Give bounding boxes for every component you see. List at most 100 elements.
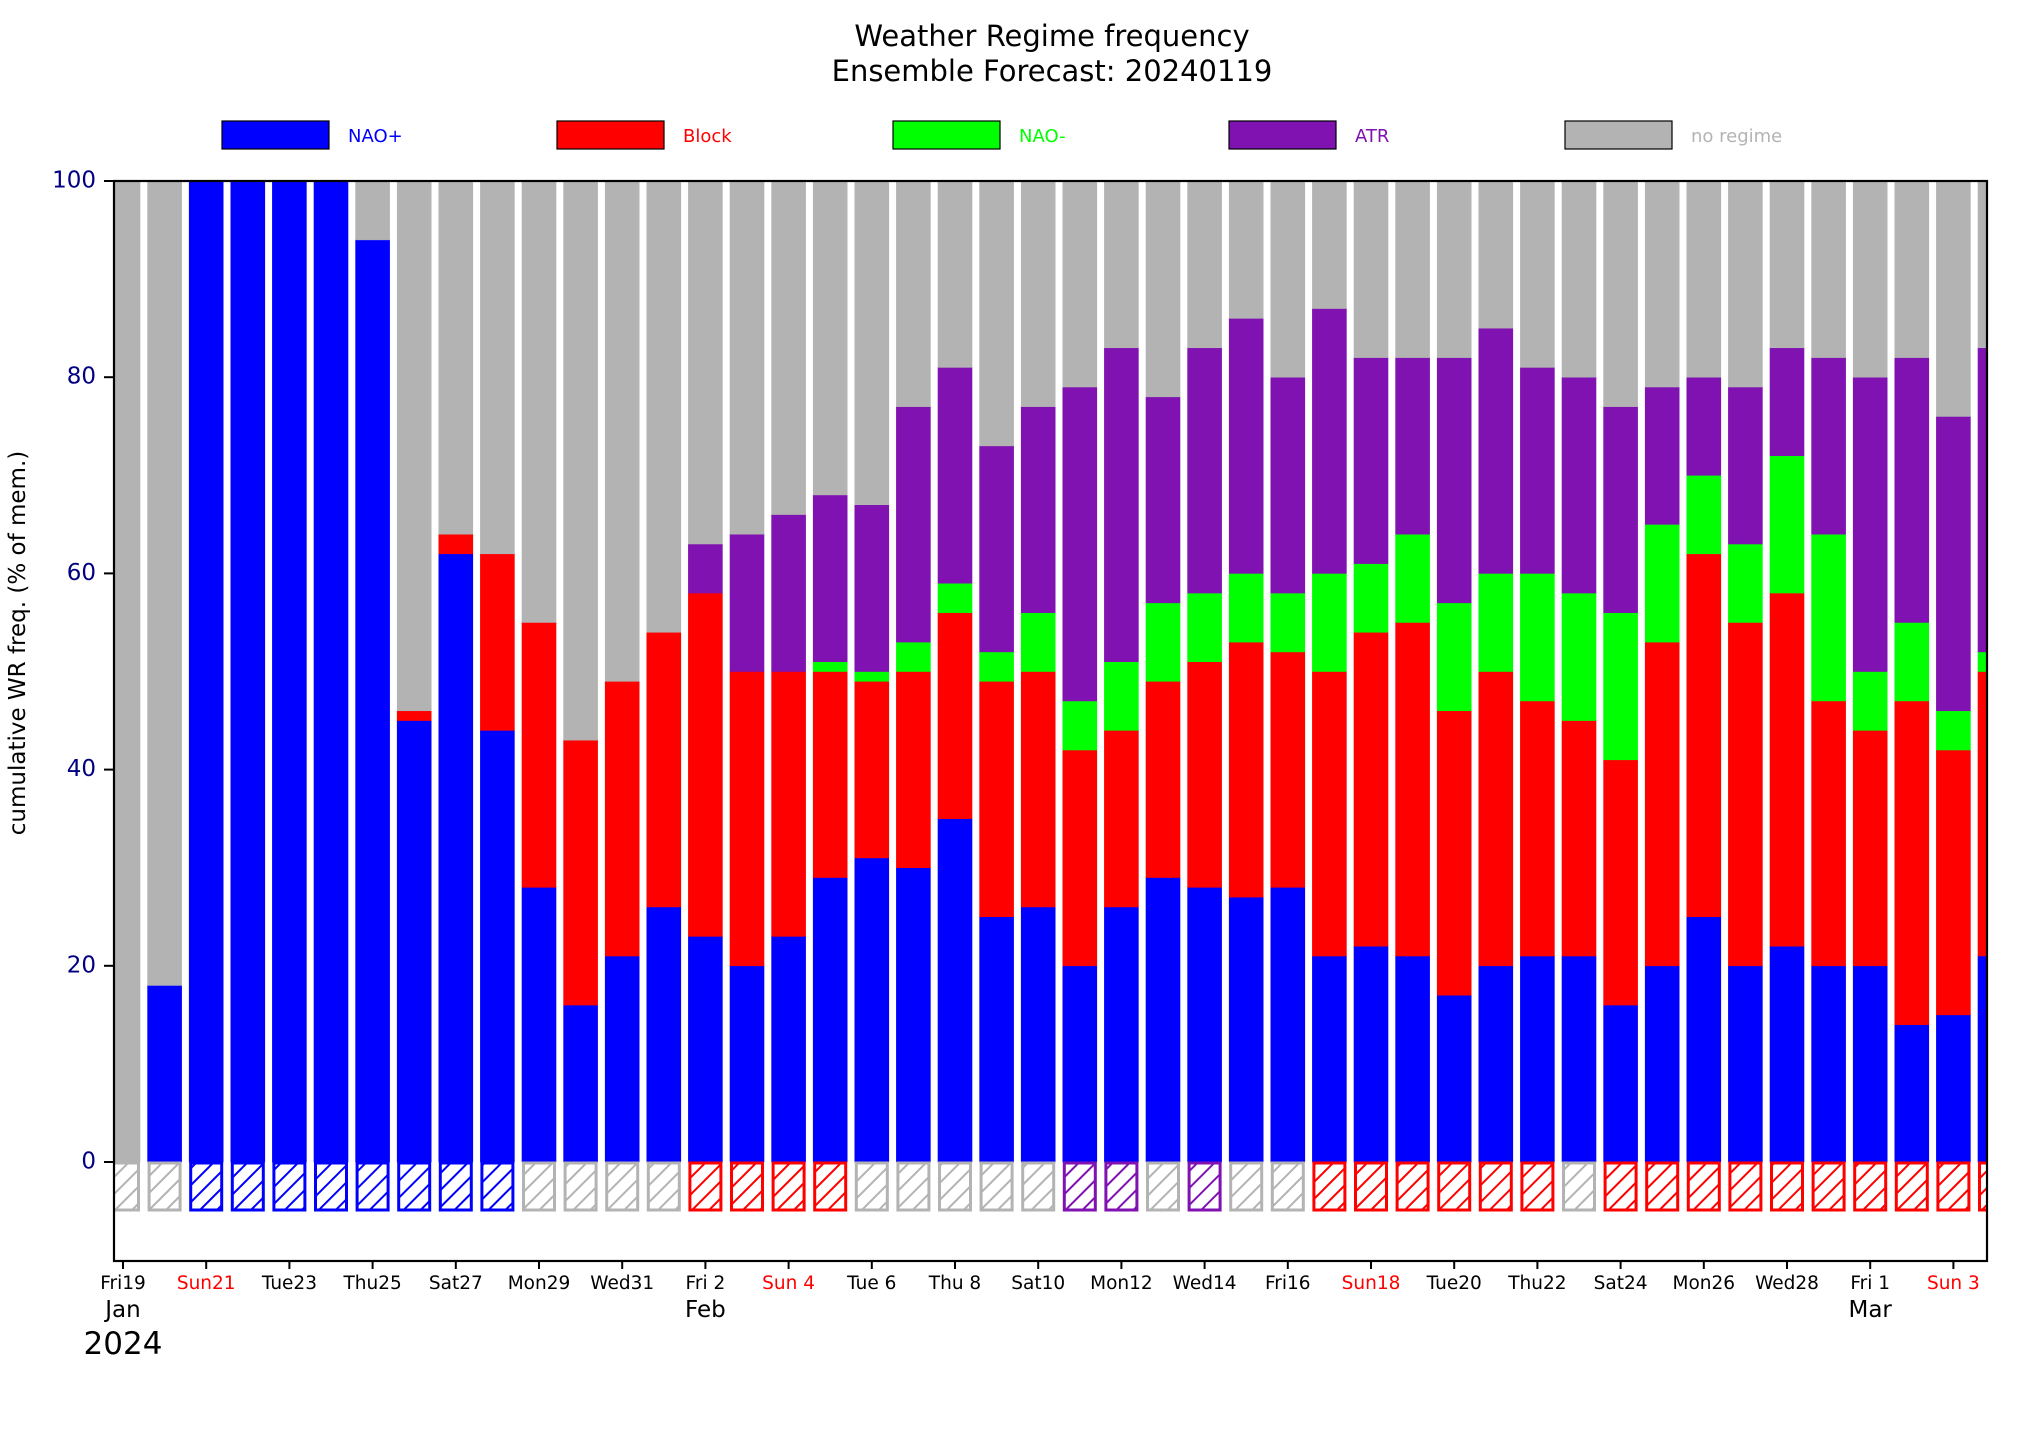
- bar-segment-atr: [1644, 386, 1680, 525]
- dominant-marker-block: [1603, 1161, 1638, 1212]
- bar-segment-nao: [1478, 965, 1514, 1163]
- bar-segment-nao: [1520, 573, 1555, 702]
- dominant-marker-nao: [480, 1161, 515, 1212]
- bar-segment-nao: [979, 916, 1014, 1163]
- y-tick-label: 20: [67, 952, 96, 978]
- bar-segment-block: [1644, 641, 1680, 967]
- bar-segment-block: [1977, 671, 1987, 957]
- bar-segment-atr: [1811, 357, 1846, 535]
- bar-segment-no-regime: [1644, 181, 1680, 388]
- bar-segment-nao: [604, 955, 640, 1163]
- bar-segment-no-regime: [147, 181, 182, 986]
- dominant-marker-nao: [438, 1161, 473, 1212]
- dominant-marker-no-regime: [563, 1161, 598, 1212]
- bar-segment-atr: [1062, 386, 1098, 702]
- bar-segment-atr: [1936, 416, 1971, 712]
- x-tick-label: Wed28: [1755, 1273, 1819, 1294]
- bar-segment-block: [937, 612, 973, 819]
- bar-segment-no-regime: [1395, 181, 1430, 358]
- bar-segment-no-regime: [1894, 181, 1930, 358]
- bar-segment-nao: [729, 965, 765, 1163]
- bar-segment-nao: [1686, 474, 1722, 555]
- chart-title: Weather Regime frequency: [854, 19, 1249, 53]
- bar-segment-no-regime: [1020, 181, 1056, 407]
- x-tick-label: Wed31: [590, 1273, 654, 1294]
- bar-segment-nao: [521, 887, 557, 1163]
- x-tick-label: Fri 2: [686, 1273, 726, 1294]
- bar-segment-no-regime: [1977, 181, 1987, 349]
- bar-segment-nao: [812, 661, 848, 672]
- bar-segment-atr: [1977, 347, 1987, 653]
- bar-segment-atr: [812, 494, 848, 662]
- bar-segment-nao: [1353, 945, 1389, 1163]
- x-tick-label: Fri19: [100, 1273, 146, 1294]
- bar-segment-no-regime: [1561, 181, 1597, 378]
- x-tick-label: Sun 4: [762, 1273, 815, 1294]
- bar-segment-nao: [230, 181, 266, 1163]
- dominant-regime-markers: [114, 1161, 1987, 1212]
- bar-segment-block: [1228, 641, 1264, 898]
- bar-segment-nao: [1353, 563, 1389, 633]
- bar-segment-atr: [1020, 406, 1056, 613]
- bar-segment-no-regime: [355, 181, 390, 241]
- bar-segment-nao: [1936, 710, 1971, 751]
- x-axis: Fri19 Sun21 Tue23 Thu25 Sat27 Mon29 Wed31 Fri 2…: [84, 1261, 1980, 1362]
- legend-label-nao: NAO+: [348, 126, 403, 147]
- x-tick-label: Thu25: [342, 1273, 401, 1294]
- bar-segment-nao: [1520, 955, 1555, 1163]
- dominant-marker-block: [730, 1161, 764, 1212]
- dominant-marker-block: [1978, 1161, 1987, 1212]
- bar-segment-atr: [1228, 318, 1264, 574]
- bar-segment-atr: [1603, 406, 1638, 613]
- bar-segment-nao: [1894, 1024, 1930, 1163]
- bar-segment-nao: [147, 985, 182, 1163]
- dominant-marker-block: [1770, 1161, 1804, 1212]
- bar-segment-block: [771, 671, 806, 937]
- dominant-marker-block: [1894, 1161, 1929, 1212]
- x-tick-label: Tue20: [1426, 1273, 1482, 1294]
- bar-segment-block: [1561, 720, 1597, 957]
- bar-segment-nao: [1020, 906, 1056, 1163]
- bar-segment-nao: [1977, 955, 1987, 1163]
- dominant-marker-block: [1437, 1161, 1472, 1212]
- bar-segment-nao: [1811, 533, 1846, 702]
- bar-segment-nao: [979, 651, 1014, 682]
- legend-swatch-nao: [892, 120, 1001, 150]
- bar-segment-block: [480, 553, 515, 731]
- bar-segment-no-regime: [1811, 181, 1846, 358]
- dominant-marker-nao: [230, 1161, 265, 1212]
- bar-segment-no-regime: [521, 181, 557, 623]
- bar-segment-no-regime: [1104, 181, 1139, 349]
- bar-segment-nao: [896, 641, 931, 672]
- bar-segment-no-regime: [771, 181, 806, 515]
- dominant-marker-no-regime: [1146, 1161, 1180, 1212]
- x-tick-label: Sun21: [177, 1273, 236, 1294]
- bar-segment-nao: [854, 671, 890, 682]
- bar-segment-no-regime: [563, 181, 598, 741]
- x-tick-label: Sun18: [1342, 1273, 1401, 1294]
- bar-segment-atr: [1436, 357, 1472, 604]
- bar-segment-nao: [1436, 602, 1472, 712]
- dominant-marker-atr: [1187, 1161, 1222, 1212]
- bar-segment-atr: [1312, 308, 1347, 574]
- dominant-marker-no-regime: [979, 1161, 1014, 1212]
- dominant-marker-block: [1520, 1161, 1555, 1212]
- bar-segment-no-regime: [1686, 181, 1722, 378]
- bar-segment-nao: [1728, 543, 1763, 623]
- bar-segment-nao: [1312, 573, 1347, 672]
- legend-label-nao: NAO-: [1019, 126, 1066, 147]
- x-tick-label: Tue23: [261, 1273, 317, 1294]
- bar-segment-block: [1104, 730, 1139, 908]
- bar-segment-nao: [896, 867, 931, 1163]
- bar-segment-block: [1395, 622, 1430, 957]
- bar-segment-block: [1312, 671, 1347, 957]
- bar-segment-no-regime: [1852, 181, 1888, 378]
- legend-swatch-no-regime: [1564, 120, 1673, 150]
- dominant-marker-no-regime: [522, 1161, 556, 1212]
- bar-segment-block: [1270, 651, 1306, 888]
- bar-segment-atr: [1894, 357, 1930, 623]
- y-tick-label: 40: [67, 756, 96, 782]
- bar-segment-no-regime: [937, 181, 973, 368]
- bar-segment-nao: [1769, 455, 1805, 594]
- dominant-marker-no-regime: [896, 1161, 931, 1212]
